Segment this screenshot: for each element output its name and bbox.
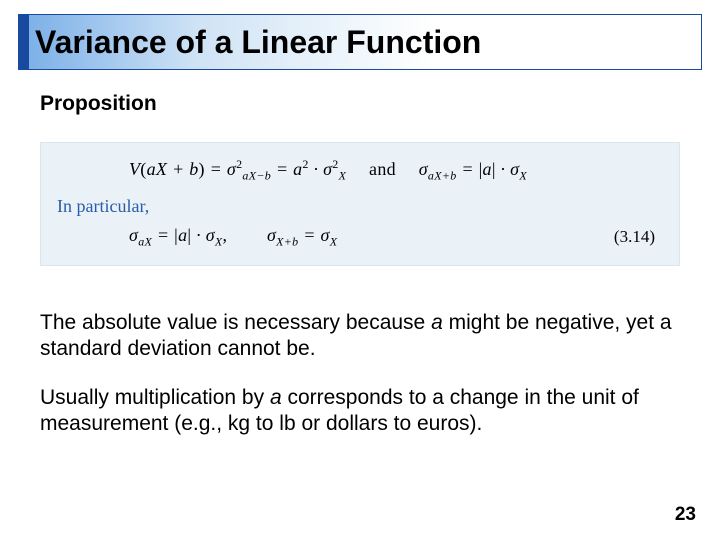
paragraph-1: The absolute value is necessary because …	[40, 310, 680, 361]
proposition-heading: Proposition	[40, 92, 680, 116]
paragraph-2: Usually multiplication by a corresponds …	[40, 385, 680, 436]
slide-content: Proposition V(aX + b) = σ2aX−b = a2 · σ2…	[40, 92, 680, 461]
page-number: 23	[675, 504, 696, 526]
para1-ital: a	[431, 311, 443, 334]
title-gradient: Variance of a Linear Function	[29, 15, 701, 69]
slide-title-bar: Variance of a Linear Function	[18, 14, 702, 70]
equation-line-1: V(aX + b) = σ2aX−b = a2 · σ2X and σaX+b …	[57, 157, 655, 184]
title-accent	[19, 15, 29, 69]
para2-ital: a	[270, 386, 282, 409]
para1-prefix: The absolute value is necessary because	[40, 311, 431, 334]
equation-line-2: σaX = |a| · σX, σX+b = σX (3.14)	[57, 225, 655, 250]
in-particular-label: In particular,	[57, 196, 655, 217]
slide-title: Variance of a Linear Function	[35, 24, 481, 61]
equation-reference: (3.14)	[614, 227, 655, 247]
formula-box: V(aX + b) = σ2aX−b = a2 · σ2X and σaX+b …	[40, 142, 680, 266]
para2-prefix: Usually multiplication by	[40, 386, 270, 409]
